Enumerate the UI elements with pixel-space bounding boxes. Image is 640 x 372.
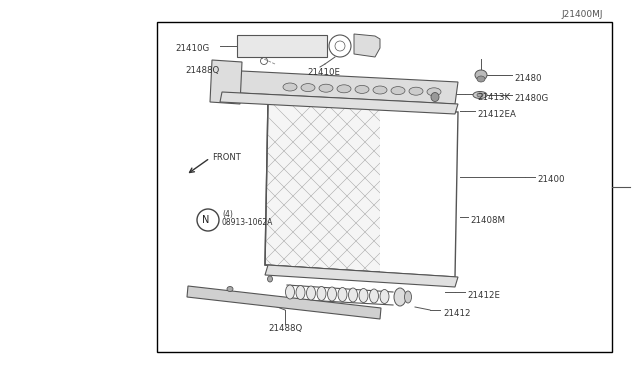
Text: 21412EA: 21412EA xyxy=(477,109,516,119)
Ellipse shape xyxy=(227,286,233,292)
Ellipse shape xyxy=(409,87,423,95)
Text: FRONT: FRONT xyxy=(212,153,241,161)
Text: 21480G: 21480G xyxy=(514,93,548,103)
Polygon shape xyxy=(380,102,460,279)
Text: N: N xyxy=(202,215,210,225)
Ellipse shape xyxy=(373,86,387,94)
Text: (4): (4) xyxy=(222,209,233,218)
Bar xyxy=(157,22,612,352)
Text: 21400: 21400 xyxy=(537,174,564,183)
Polygon shape xyxy=(210,60,242,104)
Text: 21413K: 21413K xyxy=(477,93,510,102)
Text: 21488Q: 21488Q xyxy=(185,65,220,74)
Text: 21412E: 21412E xyxy=(467,291,500,299)
Ellipse shape xyxy=(268,276,273,282)
Ellipse shape xyxy=(301,84,315,92)
Ellipse shape xyxy=(285,285,294,299)
Ellipse shape xyxy=(296,285,305,299)
Polygon shape xyxy=(220,70,458,104)
Text: 21410E: 21410E xyxy=(307,67,340,77)
Text: 21488Q: 21488Q xyxy=(268,324,302,333)
Ellipse shape xyxy=(404,291,412,303)
Text: 08913-1062A: 08913-1062A xyxy=(222,218,273,227)
Polygon shape xyxy=(220,92,458,114)
Ellipse shape xyxy=(391,87,405,94)
Ellipse shape xyxy=(477,76,485,82)
Polygon shape xyxy=(265,265,458,287)
Ellipse shape xyxy=(319,84,333,92)
Polygon shape xyxy=(187,286,381,319)
Ellipse shape xyxy=(338,288,347,301)
Ellipse shape xyxy=(349,288,358,302)
Text: 21410G: 21410G xyxy=(175,44,209,52)
Ellipse shape xyxy=(394,288,406,306)
Ellipse shape xyxy=(477,93,483,97)
Bar xyxy=(237,35,327,57)
Ellipse shape xyxy=(475,70,487,80)
Ellipse shape xyxy=(427,88,441,96)
Ellipse shape xyxy=(328,287,337,301)
Ellipse shape xyxy=(359,289,368,302)
Polygon shape xyxy=(265,100,458,277)
Ellipse shape xyxy=(380,289,389,304)
Ellipse shape xyxy=(473,92,487,99)
Ellipse shape xyxy=(317,286,326,301)
Text: 21408M: 21408M xyxy=(470,215,505,224)
Ellipse shape xyxy=(307,286,316,300)
Text: J21400MJ: J21400MJ xyxy=(561,10,603,19)
Ellipse shape xyxy=(337,85,351,93)
Text: 21412: 21412 xyxy=(443,308,470,317)
Ellipse shape xyxy=(355,86,369,93)
Polygon shape xyxy=(354,34,380,57)
Text: 21480: 21480 xyxy=(514,74,541,83)
Ellipse shape xyxy=(431,93,439,102)
Ellipse shape xyxy=(369,289,378,303)
Ellipse shape xyxy=(283,83,297,91)
